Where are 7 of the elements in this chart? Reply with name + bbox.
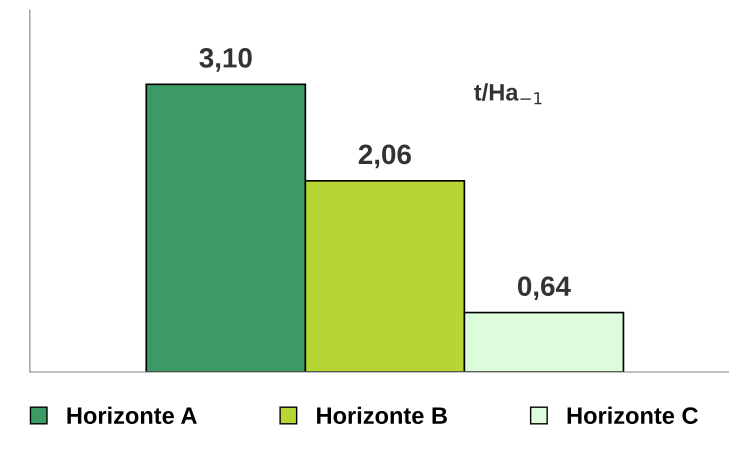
legend-label: Horizonte A xyxy=(67,406,197,424)
data-label: 3,10 xyxy=(199,48,252,72)
data-label: 0,64 xyxy=(518,276,571,300)
legend-label: Horizonte C xyxy=(568,406,698,424)
legend-label: Horizonte B xyxy=(317,406,447,424)
annotation: t/Ha$_{−1}$ xyxy=(474,83,542,104)
data-label: 2,06 xyxy=(358,144,411,168)
